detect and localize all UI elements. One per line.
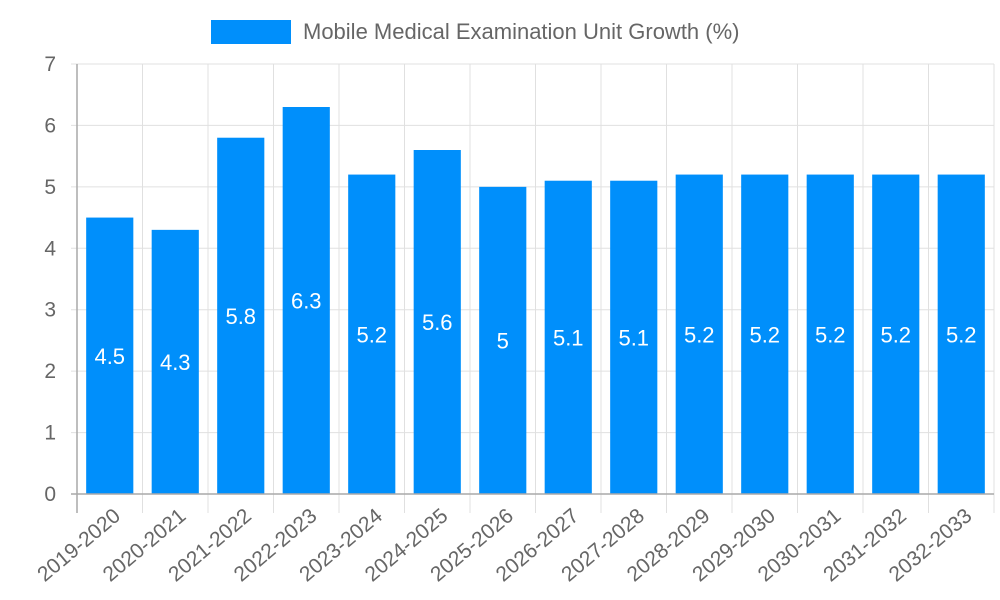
- data-label: 4.3: [160, 350, 191, 375]
- x-axis-labels: 2019-20202020-20212021-20222022-20232023…: [33, 504, 976, 586]
- bar: [610, 180, 658, 494]
- bar: [479, 186, 527, 494]
- data-label: 5.6: [422, 310, 453, 335]
- data-label: 5.2: [356, 322, 387, 347]
- axes: [71, 64, 994, 513]
- data-label: 5.2: [880, 322, 911, 347]
- grid-lines: [71, 63, 995, 513]
- y-tick-label: 4: [44, 237, 56, 260]
- data-label: 5.2: [815, 322, 846, 347]
- bar: [937, 174, 985, 495]
- bar: [872, 174, 920, 495]
- data-label: 4.5: [94, 344, 125, 369]
- bar: [806, 174, 854, 495]
- data-label: 5.2: [749, 322, 780, 347]
- data-label: 5.1: [618, 325, 649, 350]
- chart-legend[interactable]: Mobile Medical Examination Unit Growth (…: [211, 19, 740, 45]
- bar: [217, 137, 265, 494]
- bar: [741, 174, 789, 495]
- y-tick-label: 1: [44, 422, 56, 445]
- data-label: 5.2: [684, 322, 715, 347]
- y-tick-label: 6: [44, 114, 56, 137]
- y-tick-label: 5: [44, 176, 56, 199]
- data-label: 5.8: [225, 304, 256, 329]
- data-label: 6.3: [291, 289, 322, 314]
- bar: [282, 107, 330, 494]
- y-tick-label: 7: [44, 53, 56, 76]
- data-label: 5.1: [553, 325, 584, 350]
- bar: [151, 229, 199, 494]
- legend-label: Mobile Medical Examination Unit Growth (…: [303, 19, 740, 44]
- bar: [348, 174, 396, 495]
- y-tick-label: 2: [44, 360, 56, 383]
- y-tick-label: 3: [44, 299, 56, 322]
- data-label: 5: [497, 328, 509, 353]
- bar: [544, 180, 592, 494]
- y-axis-labels: 0 1 2 3 4 5 6 7: [44, 53, 56, 506]
- legend-swatch: [211, 20, 291, 44]
- y-tick-label: 0: [44, 483, 56, 506]
- bar: [413, 150, 461, 494]
- data-labels: 4.5 4.3 5.8 6.3 5.2 5.6 5 5.1 5.1 5.2 5.2 5.2 5.2 5.2: [94, 289, 976, 375]
- data-label: 5.2: [946, 322, 977, 347]
- bar: [86, 217, 134, 495]
- bar: [675, 174, 723, 495]
- bar-series: [86, 107, 985, 495]
